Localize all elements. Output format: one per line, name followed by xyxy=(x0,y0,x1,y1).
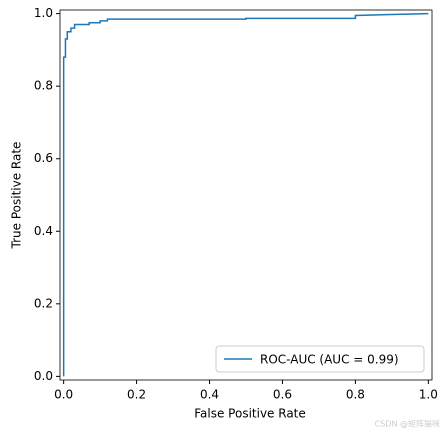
x-tick-label: 0.0 xyxy=(54,388,73,402)
y-tick-label: 0.4 xyxy=(34,224,53,238)
y-tick-label: 0.2 xyxy=(34,296,53,310)
legend-box xyxy=(215,345,425,373)
watermark: CSDN @矩阵猫咪 xyxy=(375,419,440,429)
legend-label: ROC-AUC (AUC = 0.99) xyxy=(260,353,399,367)
x-tick-label: 0.6 xyxy=(273,388,292,402)
x-tick-label: 1.0 xyxy=(419,388,438,402)
x-tick-label: 0.2 xyxy=(127,388,146,402)
plot-frame xyxy=(59,9,433,381)
y-tick-label: 0.0 xyxy=(34,369,53,383)
y-axis-label: True Positive Rate xyxy=(10,142,24,250)
roc-curve xyxy=(62,12,429,377)
x-axis-label: False Positive Rate xyxy=(194,407,306,421)
y-tick-label: 0.8 xyxy=(34,79,53,93)
x-tick-label: 0.8 xyxy=(346,388,365,402)
y-tick-label: 1.0 xyxy=(34,6,53,20)
y-tick-label: 0.6 xyxy=(34,151,53,165)
x-tick-label: 0.4 xyxy=(200,388,219,402)
